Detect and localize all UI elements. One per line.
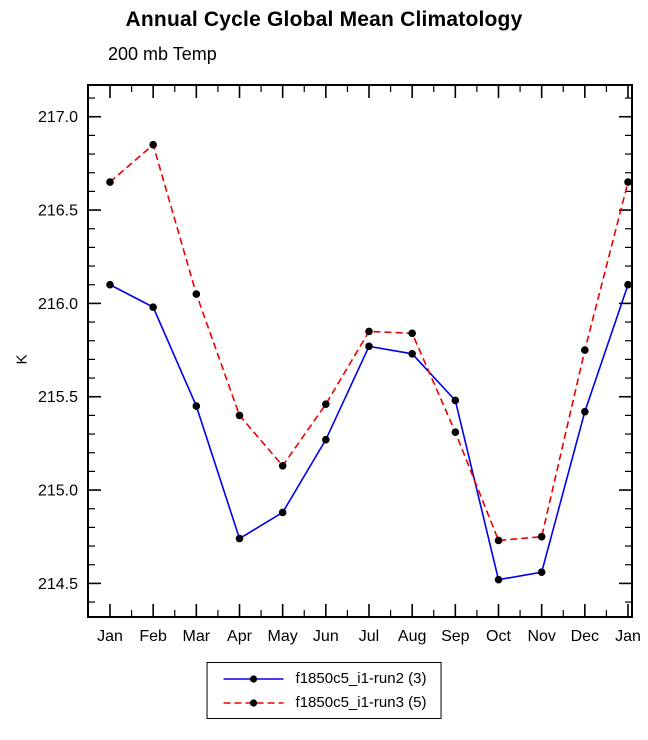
y-tick-label: 216.5 bbox=[38, 203, 78, 220]
y-ticks bbox=[88, 115, 632, 585]
plot-frame bbox=[87, 84, 633, 618]
x-tick-label: May bbox=[268, 628, 298, 645]
y-minor-ticks bbox=[88, 97, 632, 603]
legend-label-run3: f1850c5_i1-run3 (5) bbox=[295, 694, 427, 711]
series-markers-0 bbox=[106, 280, 632, 584]
x-tick-label: Nov bbox=[527, 628, 555, 645]
x-tick-label: Jul bbox=[359, 628, 379, 645]
x-tick-label: Mar bbox=[183, 628, 211, 645]
x-tick-labels: Jan Feb Mar Apr May Jun Jul Aug Sep Oct Nov Dec Jan bbox=[97, 628, 641, 645]
x-minor-ticks bbox=[130, 85, 608, 617]
y-tick-label: 214.5 bbox=[38, 576, 78, 593]
legend-label-run2: f1850c5_i1-run2 (3) bbox=[295, 670, 427, 687]
x-tick-label: Jun bbox=[313, 628, 339, 645]
legend-sample-run3 bbox=[223, 698, 284, 707]
x-tick-label: Feb bbox=[139, 628, 167, 645]
x-tick-label: Oct bbox=[486, 628, 511, 645]
x-tick-label: Jan bbox=[97, 628, 123, 645]
x-tick-label: Aug bbox=[398, 628, 426, 645]
y-tick-label: 216.0 bbox=[38, 296, 78, 313]
legend-marker-run3 bbox=[249, 698, 258, 707]
legend-marker-run2 bbox=[249, 674, 258, 683]
y-tick-label: 217.0 bbox=[38, 109, 78, 126]
y-tick-label: 215.5 bbox=[38, 389, 78, 406]
chart-subtitle: 200 mb Temp bbox=[108, 44, 217, 64]
legend-item-run3: f1850c5_i1-run3 (5) bbox=[222, 694, 427, 711]
chart-title: Annual Cycle Global Mean Climatology bbox=[125, 8, 523, 31]
legend: f1850c5_i1-run2 (3) f1850c5_i1-run3 (5) bbox=[206, 662, 442, 719]
legend-sample-run2 bbox=[223, 674, 284, 683]
x-ticks bbox=[109, 85, 629, 617]
x-tick-label: Sep bbox=[441, 628, 470, 645]
y-tick-labels: 214.5 215.0 215.5 216.0 216.5 217.0 bbox=[38, 109, 78, 593]
x-tick-label: Apr bbox=[227, 628, 253, 645]
y-tick-label: 215.0 bbox=[38, 483, 78, 500]
series-markers-1 bbox=[106, 140, 632, 545]
x-tick-label: Dec bbox=[571, 628, 599, 645]
x-tick-label: Jan bbox=[615, 628, 641, 645]
legend-item-run2: f1850c5_i1-run2 (3) bbox=[222, 670, 427, 687]
